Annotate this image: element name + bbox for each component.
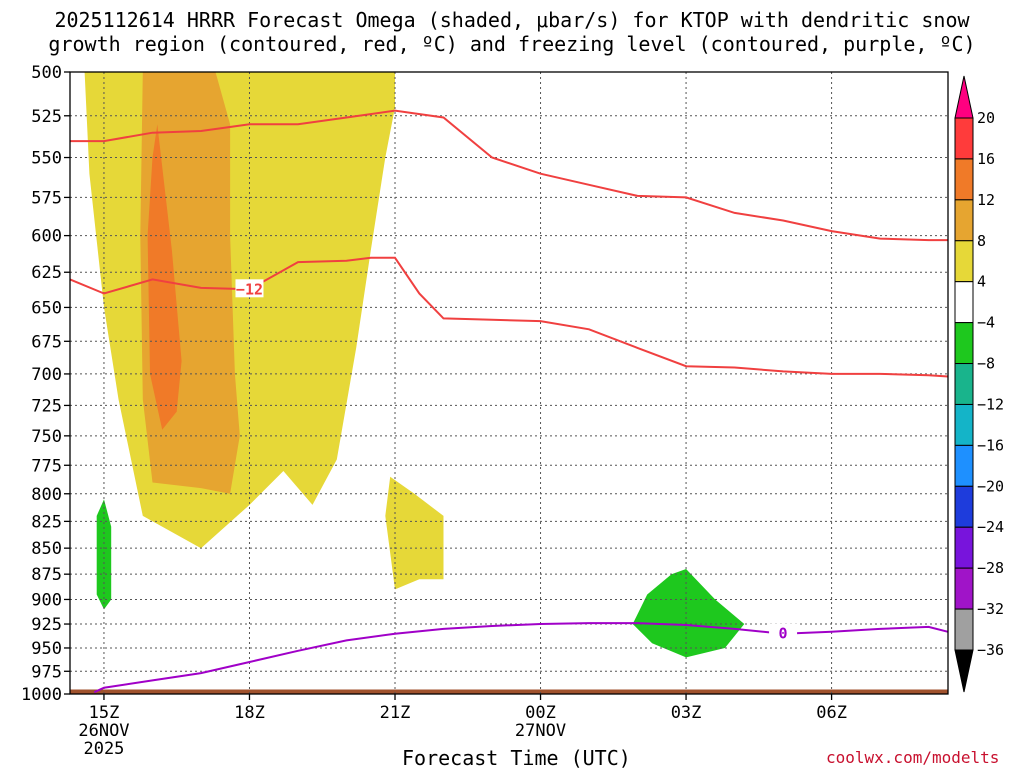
omega-fill-0 [84,72,395,549]
y-tick-label: 800 [31,485,62,505]
x-tick-label: 18Z [234,703,265,723]
contour-label-bg [769,623,798,642]
colorbar-segment [954,403,974,446]
contour-line-0 [70,109,948,242]
contour-label-bg [235,279,264,298]
y-tick-label: 650 [31,298,62,318]
colorbar-tick-label: 12 [977,191,995,209]
colorbar-segment [954,363,974,405]
y-tick-label: 600 [31,227,62,247]
y-tick-label: 575 [31,188,62,208]
colorbar-segment [954,199,974,242]
x-tick-label: 00Z [525,703,556,723]
colorbar-top-arrow [954,75,974,119]
colorbar-tick-label: −32 [977,600,1004,618]
y-tick-label: 975 [31,662,62,682]
y-tick-label: 700 [31,365,62,385]
y-tick-label: 925 [31,615,62,635]
x-tick-label: 06Z [816,703,847,723]
x-tick-year: 2025 [83,739,124,759]
colorbar-tick-label: −20 [977,477,1004,495]
contour-line-1 [69,256,949,378]
contour-line-2 [93,622,949,694]
colorbar-segment [954,444,974,487]
colorbar-tick-label: −12 [977,395,1004,413]
x-tick-label: 03Z [671,703,702,723]
contour-label: 0 [779,625,788,643]
colorbar-segment [954,608,974,651]
colorbar: 20 16 12 8 4 −4 −8 −12 −16 −20 −24 −28 −32 −36 [954,75,1004,693]
colorbar-segment [954,117,974,160]
colorbar-bottom-arrow [954,649,974,693]
colorbar-tick-label: −36 [977,641,1004,659]
y-tick-label: 750 [31,427,62,447]
y-tick-label: 775 [31,456,62,476]
colorbar-segment [954,240,974,283]
colorbar-tick-label: 16 [977,150,995,168]
title-line-1: 2025112614 HRRR Forecast Omega (shaded, … [54,8,970,32]
x-tick-date: 26NOV [78,721,129,741]
colorbar-tick-label: −16 [977,436,1004,454]
colorbar-tick-label: −28 [977,559,1004,577]
colorbar-segment [954,567,974,610]
contour-label: −12 [236,280,263,298]
colorbar-tick-label: −8 [977,355,995,373]
plot-frame [69,71,949,695]
chart-title: 2025112614 HRRR Forecast Omega (shaded, … [0,8,1024,56]
y-axis-ticks: 500 525 550 575 600 625 650 675 700 725 750 775 800 8… [21,63,70,705]
omega-fill-6 [70,689,948,694]
colorbar-segment [954,281,974,324]
y-tick-label: 525 [31,107,62,127]
y-tick-label: 1000 [21,685,62,705]
y-tick-label: 725 [31,396,62,416]
colorbar-tick-label: −4 [977,314,995,332]
x-tick-label: 15Z [89,703,120,723]
y-tick-label: 900 [31,590,62,610]
x-tick-date: 27NOV [515,721,566,741]
x-axis-label: Forecast Time (UTC) [402,746,631,770]
y-tick-label: 875 [31,565,62,585]
title-line-2: growth region (contoured, red, ºC) and f… [48,32,976,56]
colorbar-segment [954,485,974,528]
contour-labels: −12 0 [235,279,798,643]
omega-fill-3 [385,476,444,590]
y-tick-label: 625 [31,263,62,283]
y-tick-label: 850 [31,539,62,559]
omega-fill-4 [96,499,112,610]
colorbar-segment [954,526,974,569]
y-tick-label: 825 [31,512,62,532]
credit-link[interactable]: coolwx.com/modelts [826,748,1000,767]
y-tick-label: 675 [31,332,62,352]
omega-fill-2 [147,124,182,430]
colorbar-tick-label: −24 [977,518,1004,536]
colorbar-segment [954,158,974,201]
colorbar-tick-label: 20 [977,109,995,127]
contour-lines [69,109,949,694]
colorbar-tick-label: 4 [977,273,986,291]
colorbar-tick-label: 8 [977,232,986,250]
omega-fill-5 [632,569,745,658]
omega-fills [70,72,948,694]
y-tick-label: 500 [31,63,62,83]
y-tick-label: 550 [31,149,62,169]
y-tick-label: 950 [31,639,62,659]
x-tick-label: 21Z [380,703,411,723]
colorbar-segment [954,322,974,365]
